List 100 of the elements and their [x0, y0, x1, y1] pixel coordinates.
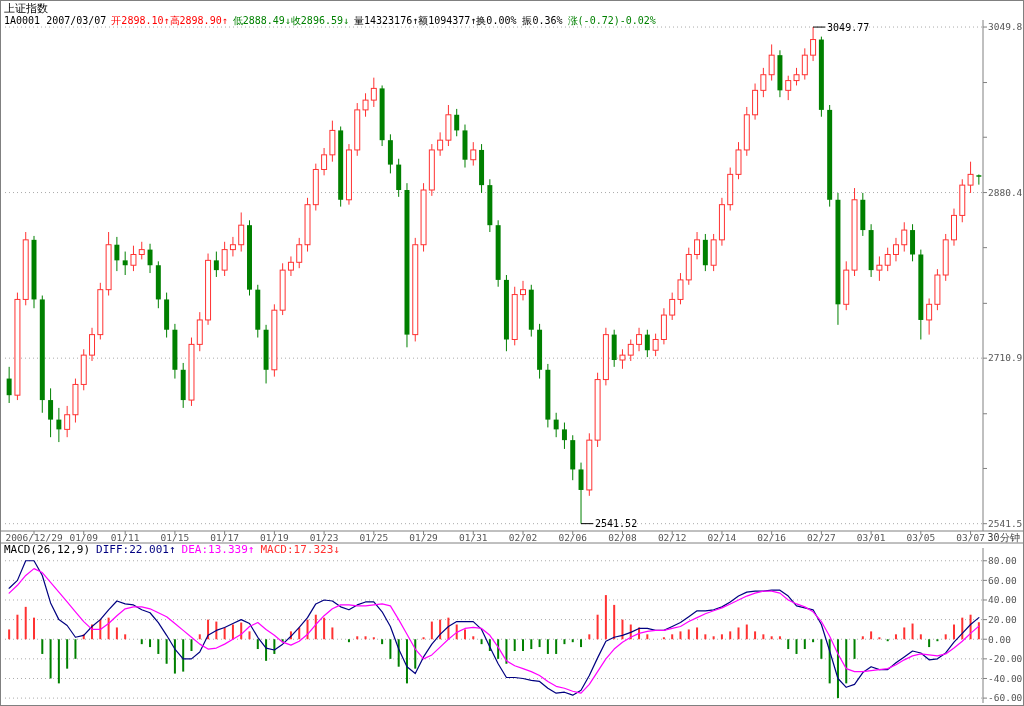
bar: [472, 636, 475, 640]
annotation: 开2898.10↑高2898.90↑: [111, 15, 228, 26]
bar: [952, 624, 955, 640]
annotation: 量14323176↑额1094377↑换0.00% 振0.36%: [354, 15, 563, 26]
y-tick-label: 2710.9: [988, 352, 1023, 364]
bar: [812, 639, 815, 643]
bar: [646, 634, 649, 640]
y-tick-label: 60.00: [988, 574, 1017, 586]
x-tick-label: 02/08: [608, 532, 638, 543]
candlestick: [437, 131, 444, 157]
bar: [596, 614, 599, 640]
candlestick: [287, 255, 294, 277]
bar: [248, 631, 251, 640]
candlestick: [296, 237, 303, 269]
annotation: 2541.52: [595, 518, 638, 530]
bar: [157, 639, 160, 654]
bar: [480, 639, 483, 645]
candlestick: [760, 67, 767, 98]
candlestick: [644, 329, 650, 358]
candlestick: [901, 221, 908, 253]
bar: [604, 595, 607, 640]
y-tick-label: 2880.4: [988, 186, 1023, 198]
candlestick: [130, 245, 137, 272]
text: DEA:13.339↑: [181, 543, 255, 556]
x-tick-label: 02/27: [807, 532, 836, 543]
candlestick: [213, 251, 219, 278]
bar: [41, 639, 44, 654]
candlestick: [785, 75, 792, 101]
bar: [522, 639, 525, 652]
bar: [928, 639, 931, 648]
annotation: 涨(-0.72)-0.02%: [567, 15, 656, 26]
bar: [861, 636, 864, 640]
candlestick: [627, 339, 634, 362]
candlestick: [321, 147, 328, 176]
bar: [149, 639, 152, 648]
bar: [621, 619, 624, 640]
candlestick: [64, 405, 71, 438]
x-tick-label: 01/31: [458, 532, 488, 543]
bar: [977, 622, 980, 640]
candlestick: [48, 387, 54, 438]
bar: [911, 623, 914, 640]
bar: [347, 639, 350, 643]
y-tick-label: 40.00: [988, 594, 1017, 606]
y-tick-label: 80.00: [988, 555, 1017, 567]
candlestick: [801, 47, 808, 81]
bar: [787, 639, 790, 650]
bar: [704, 634, 707, 640]
bar: [364, 636, 367, 640]
candlestick: [876, 255, 883, 282]
bar: [778, 636, 781, 640]
bar: [588, 634, 591, 640]
x-tick-label: 03/01: [856, 532, 886, 543]
candlestick: [810, 26, 817, 62]
y-tick-label: 2541.5: [988, 518, 1023, 529]
bar: [845, 639, 848, 684]
y-tick-label: -20.00: [988, 653, 1023, 665]
bar: [356, 636, 359, 640]
chart-title: 上证指数: [4, 2, 48, 15]
bar: [530, 639, 533, 650]
candlestick: [652, 333, 659, 357]
candlestick: [967, 161, 974, 194]
bar: [140, 639, 143, 645]
bar: [737, 627, 740, 640]
candlestick: [520, 280, 526, 301]
bar: [16, 614, 19, 640]
bar: [57, 639, 60, 684]
candlestick: [619, 348, 626, 370]
bar: [770, 636, 773, 640]
bar: [323, 617, 326, 640]
bar: [182, 639, 185, 672]
candlestick: [636, 327, 643, 352]
bar: [74, 639, 77, 659]
bar: [729, 631, 732, 640]
x-tick-label: 02/06: [558, 532, 588, 543]
annotation: 低2888.49↓收2896.59↓: [232, 15, 350, 26]
bar: [463, 629, 466, 640]
bar: [571, 639, 574, 643]
candlestick: [926, 297, 933, 336]
x-tick-label: 01/11: [110, 532, 140, 543]
candlestick: [362, 92, 369, 118]
x-tick-label: 01/29: [409, 532, 439, 543]
bar: [8, 629, 11, 640]
candlestick: [56, 407, 62, 443]
candlestick: [892, 237, 899, 262]
bar: [754, 631, 757, 640]
candlestick: [122, 251, 128, 276]
bar: [49, 639, 52, 679]
candlestick: [221, 241, 228, 277]
bar: [389, 639, 392, 659]
bar: [331, 627, 334, 640]
candlestick: [454, 108, 460, 137]
candlestick: [229, 236, 236, 257]
bar: [803, 639, 806, 650]
x-tick-label: 01/19: [260, 532, 289, 543]
x-tick-label: 02/02: [508, 532, 538, 543]
bar: [538, 639, 541, 648]
bar: [173, 639, 176, 674]
candlestick: [976, 173, 982, 186]
bar: [580, 639, 583, 648]
y-tick-label: -60.00: [988, 692, 1023, 704]
